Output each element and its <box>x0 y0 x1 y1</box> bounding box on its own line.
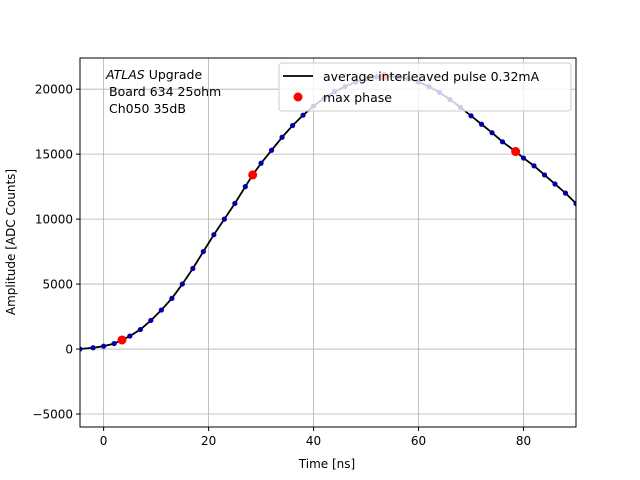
atlas-annotation: ATLAS Upgrade Board 634 25ohm Ch050 35dB <box>105 67 221 116</box>
legend-label-pulse: average interleaved pulse 0.32mA <box>323 69 540 84</box>
x-tick-label: 0 <box>100 434 108 448</box>
data-point <box>478 121 485 127</box>
legend-label-max-phase: max phase <box>323 90 392 105</box>
axes-frame <box>79 57 577 428</box>
annotation-line-3: Ch050 35dB <box>109 101 186 116</box>
data-point <box>232 200 238 207</box>
y-tick-label: 0 <box>65 343 73 357</box>
x-axis-label: Time [ns] <box>298 457 355 471</box>
data-point <box>190 265 196 272</box>
data-point <box>101 343 107 349</box>
data-point <box>499 139 506 145</box>
data-point <box>541 172 548 178</box>
data-point <box>562 190 569 196</box>
max-phase-point <box>248 170 258 180</box>
max-phase-point <box>117 335 127 345</box>
legend: average interleaved pulse 0.32mA max pha… <box>278 62 572 112</box>
y-axis-label: Amplitude [ADC Counts] <box>4 169 18 315</box>
data-point <box>242 184 248 190</box>
data-point <box>289 122 296 129</box>
data-point <box>179 281 185 287</box>
y-tick-label: 5000 <box>42 278 73 292</box>
data-point <box>258 160 264 166</box>
data-point <box>169 295 175 301</box>
data-point <box>127 333 133 339</box>
y-tick-label: 20000 <box>35 83 73 97</box>
max-phase-point <box>511 147 521 157</box>
annotation-atlas-italic: ATLAS <box>105 67 145 82</box>
data-point <box>80 346 83 352</box>
y-tick-label: 10000 <box>35 213 73 227</box>
data-point <box>158 307 164 313</box>
y-tick-label: −5000 <box>32 408 73 422</box>
data-point <box>300 112 306 118</box>
data-point <box>279 134 285 140</box>
data-point <box>137 326 143 333</box>
annotation-line-1: ATLAS Upgrade <box>105 67 202 82</box>
x-tick-label: 80 <box>516 434 531 448</box>
data-point <box>268 147 275 153</box>
x-tick-label: 60 <box>411 434 426 448</box>
x-tick-label: 20 <box>201 434 216 448</box>
data-point <box>531 163 537 169</box>
data-point <box>111 340 117 347</box>
legend-marker-max-phase <box>293 92 303 102</box>
data-point <box>211 232 217 238</box>
data-point <box>468 113 474 119</box>
data-point <box>520 155 527 161</box>
legend-frame <box>278 62 572 112</box>
data-point <box>148 317 154 324</box>
data-point <box>221 216 227 222</box>
data-point <box>573 200 576 207</box>
annotation-upgrade: Upgrade <box>145 67 203 82</box>
y-tick-label: 15000 <box>35 148 73 162</box>
data-point <box>200 248 206 255</box>
data-point <box>90 345 96 351</box>
annotation-line-2: Board 634 25ohm <box>109 84 221 99</box>
data-point <box>552 181 558 187</box>
x-tick-label: 40 <box>306 434 321 448</box>
data-point <box>489 130 495 136</box>
